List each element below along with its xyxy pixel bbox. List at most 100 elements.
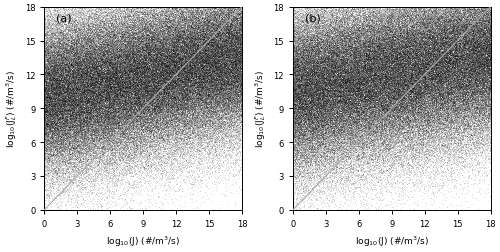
Point: [306, 53, 314, 57]
Point: [460, 45, 468, 49]
Point: [61, 128, 69, 132]
Point: [477, 6, 485, 10]
Point: [180, 34, 188, 38]
Point: [202, 107, 209, 111]
Point: [302, 86, 310, 90]
Point: [174, 19, 182, 23]
Point: [458, 87, 466, 91]
Point: [62, 101, 70, 105]
Point: [152, 6, 160, 10]
Point: [391, 25, 399, 29]
Point: [147, 79, 155, 83]
Point: [74, 6, 82, 10]
Point: [312, 50, 320, 54]
Point: [318, 31, 326, 35]
Point: [450, 29, 458, 33]
Point: [234, 47, 242, 51]
Point: [148, 46, 156, 50]
Point: [112, 119, 120, 123]
Point: [216, 96, 224, 100]
Point: [405, 76, 413, 80]
Point: [46, 125, 54, 129]
Point: [156, 82, 164, 86]
Point: [184, 15, 192, 19]
Point: [328, 113, 336, 117]
Point: [144, 29, 152, 33]
Point: [139, 84, 147, 88]
Point: [46, 95, 54, 99]
Point: [203, 6, 211, 10]
Point: [447, 57, 455, 61]
Point: [58, 107, 66, 111]
Point: [321, 110, 329, 114]
Point: [382, 6, 390, 10]
Point: [390, 96, 398, 100]
Point: [200, 10, 207, 14]
Point: [308, 120, 316, 124]
Point: [398, 35, 406, 39]
Point: [314, 46, 322, 50]
Point: [196, 67, 203, 71]
Point: [402, 28, 409, 33]
Point: [478, 12, 486, 16]
Point: [342, 71, 350, 75]
Point: [86, 74, 94, 78]
Point: [147, 7, 155, 11]
Point: [474, 78, 482, 82]
Point: [106, 102, 114, 106]
Point: [156, 159, 164, 163]
Point: [346, 60, 354, 64]
Point: [327, 45, 335, 49]
Point: [102, 90, 110, 94]
Point: [296, 121, 304, 125]
Point: [226, 62, 234, 66]
Point: [375, 134, 383, 138]
Point: [136, 112, 144, 116]
Point: [228, 58, 235, 62]
Point: [451, 81, 459, 85]
Point: [130, 32, 138, 36]
Point: [225, 105, 233, 109]
Point: [110, 86, 118, 90]
Point: [294, 35, 302, 39]
Point: [200, 114, 208, 118]
Point: [188, 100, 196, 104]
Point: [168, 40, 176, 44]
Point: [234, 97, 241, 101]
Point: [112, 9, 120, 13]
Point: [210, 87, 218, 91]
Point: [170, 96, 178, 100]
Point: [54, 40, 62, 44]
Point: [102, 58, 110, 62]
Point: [86, 74, 94, 78]
Point: [436, 100, 444, 104]
Point: [174, 48, 182, 52]
Point: [406, 66, 414, 70]
Point: [415, 6, 423, 10]
Point: [200, 41, 208, 45]
Point: [202, 69, 209, 73]
Point: [336, 136, 344, 140]
Point: [397, 127, 405, 131]
Point: [68, 81, 76, 85]
Point: [432, 81, 440, 85]
Point: [114, 120, 122, 124]
Point: [130, 61, 138, 65]
Point: [86, 74, 94, 78]
Point: [387, 64, 395, 68]
Point: [128, 6, 136, 10]
Point: [58, 110, 66, 114]
Point: [45, 120, 53, 124]
Point: [438, 101, 446, 105]
Point: [70, 42, 78, 46]
Point: [168, 64, 175, 68]
Point: [136, 104, 143, 108]
Point: [428, 81, 436, 85]
Point: [318, 82, 326, 86]
Point: [302, 100, 310, 104]
Point: [128, 71, 136, 75]
Point: [349, 208, 357, 212]
Point: [118, 35, 126, 39]
Point: [176, 40, 184, 44]
Point: [68, 96, 76, 100]
